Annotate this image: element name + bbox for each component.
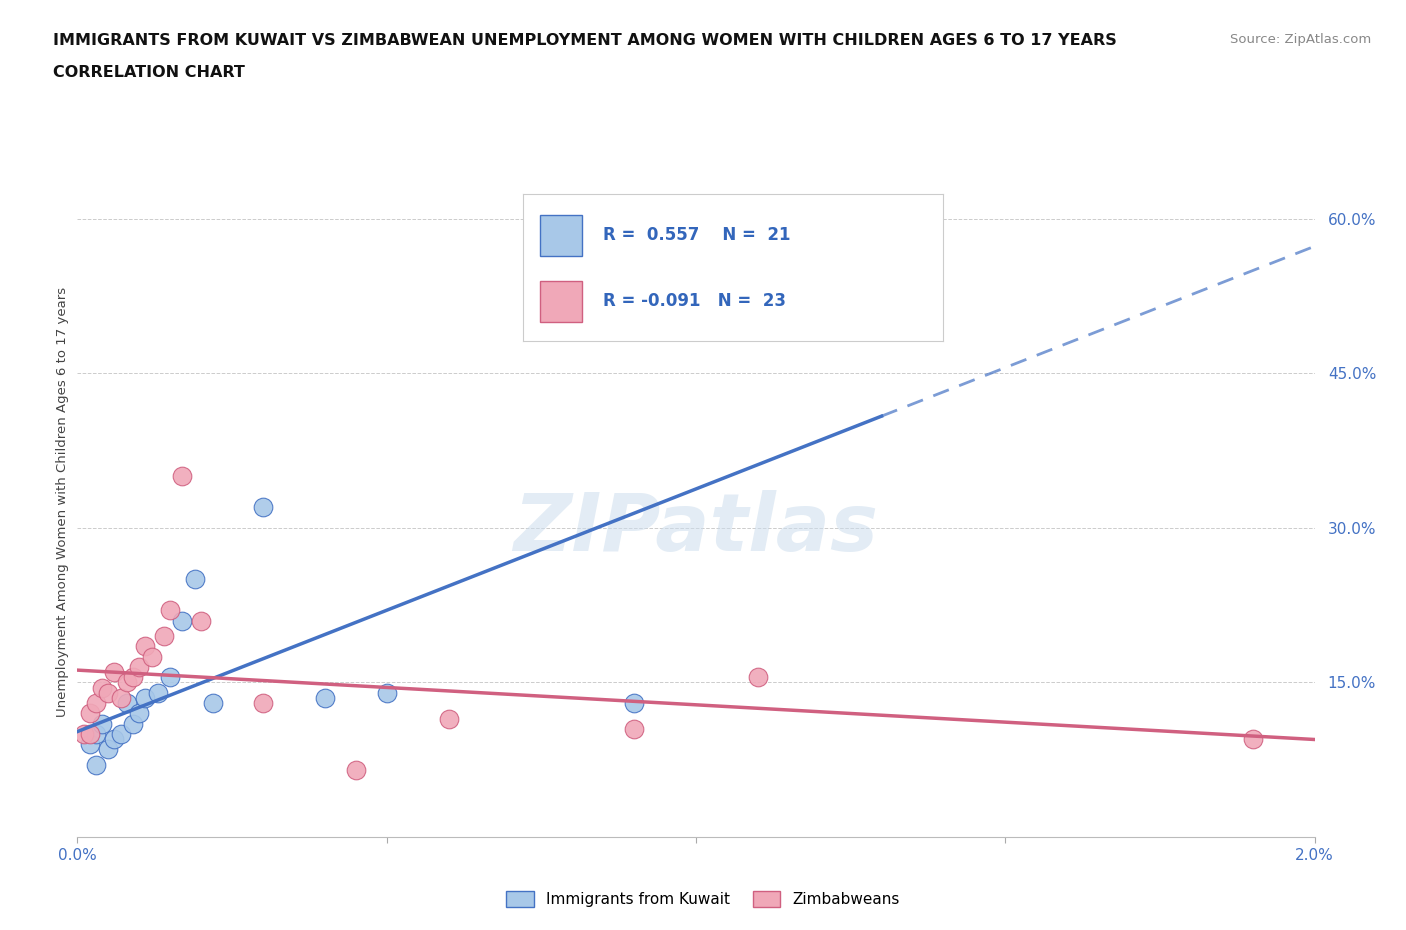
Point <box>437 711 460 726</box>
Point <box>344 763 367 777</box>
Point <box>375 685 398 700</box>
Point <box>153 629 176 644</box>
Point <box>103 732 125 747</box>
Point <box>141 649 163 664</box>
Point <box>623 722 645 737</box>
Point <box>79 726 101 741</box>
Point <box>72 726 94 741</box>
Point <box>84 696 107 711</box>
Text: ZIPatlas: ZIPatlas <box>513 490 879 568</box>
Point <box>128 706 150 721</box>
Point <box>159 603 181 618</box>
Point <box>97 685 120 700</box>
Point <box>84 726 107 741</box>
Y-axis label: Unemployment Among Women with Children Ages 6 to 17 years: Unemployment Among Women with Children A… <box>56 287 69 717</box>
Point <box>314 690 336 705</box>
Point <box>79 737 101 751</box>
Point <box>252 500 274 515</box>
Point <box>159 670 181 684</box>
Point <box>128 659 150 674</box>
Point <box>91 680 114 695</box>
Point <box>97 742 120 757</box>
Point <box>115 696 138 711</box>
Point <box>122 670 145 684</box>
Point <box>202 696 225 711</box>
Text: CORRELATION CHART: CORRELATION CHART <box>53 65 245 80</box>
Point <box>146 685 169 700</box>
Point <box>110 690 132 705</box>
Point <box>747 304 769 319</box>
Point <box>1241 732 1264 747</box>
Point <box>84 757 107 772</box>
Point <box>115 675 138 690</box>
Point <box>172 613 194 628</box>
Point <box>110 726 132 741</box>
Text: IMMIGRANTS FROM KUWAIT VS ZIMBABWEAN UNEMPLOYMENT AMONG WOMEN WITH CHILDREN AGES: IMMIGRANTS FROM KUWAIT VS ZIMBABWEAN UNE… <box>53 33 1118 47</box>
Point <box>172 469 194 484</box>
Point <box>79 706 101 721</box>
Point <box>103 665 125 680</box>
Point <box>184 572 207 587</box>
Legend: Immigrants from Kuwait, Zimbabweans: Immigrants from Kuwait, Zimbabweans <box>501 884 905 913</box>
Point <box>252 696 274 711</box>
Point <box>91 716 114 731</box>
Point <box>190 613 212 628</box>
Text: Source: ZipAtlas.com: Source: ZipAtlas.com <box>1230 33 1371 46</box>
Point <box>122 716 145 731</box>
Point <box>747 670 769 684</box>
Point <box>134 639 156 654</box>
Point <box>134 690 156 705</box>
Point <box>623 696 645 711</box>
